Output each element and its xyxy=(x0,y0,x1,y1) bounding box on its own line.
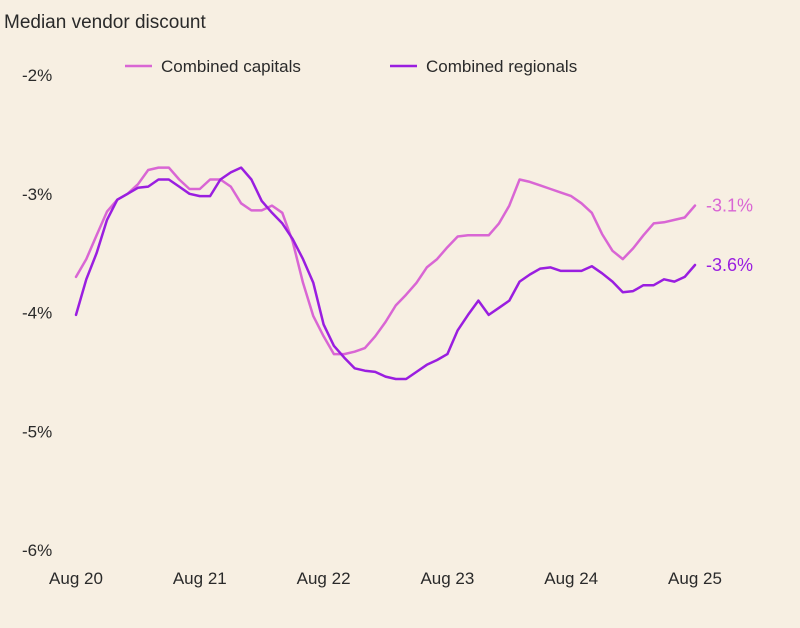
x-tick-label: Aug 21 xyxy=(173,569,227,588)
series-line-combined-capitals xyxy=(74,166,697,356)
legend-item: Combined regionals xyxy=(390,57,577,76)
y-tick-label: -6% xyxy=(22,541,52,560)
legend-item: Combined capitals xyxy=(125,57,301,76)
end-labels: -3.1% -3.6% xyxy=(706,196,753,275)
y-tick-label: -3% xyxy=(22,185,52,204)
legend-label: Combined regionals xyxy=(426,57,577,76)
x-tick-label: Aug 20 xyxy=(49,569,103,588)
y-tick-label: -5% xyxy=(22,422,52,441)
series-lines xyxy=(74,166,697,381)
chart-title: Median vendor discount xyxy=(4,12,206,33)
y-tick-label: -4% xyxy=(22,304,52,323)
y-tick-label: -2% xyxy=(22,66,52,85)
x-axis-ticks: Aug 20 Aug 21 Aug 22 Aug 23 Aug 24 Aug 25 xyxy=(49,569,722,588)
legend-label: Combined capitals xyxy=(161,57,301,76)
x-tick-label: Aug 24 xyxy=(544,569,598,588)
legend: Combined capitals Combined regionals xyxy=(125,57,577,76)
x-tick-label: Aug 22 xyxy=(297,569,351,588)
y-axis-ticks: -2% -3% -4% -5% -6% xyxy=(22,66,52,560)
series-line-combined-regionals xyxy=(74,166,697,381)
end-value-label: -3.6% xyxy=(706,255,753,275)
end-value-label: -3.1% xyxy=(706,196,753,216)
x-tick-label: Aug 23 xyxy=(420,569,474,588)
x-tick-label: Aug 25 xyxy=(668,569,722,588)
